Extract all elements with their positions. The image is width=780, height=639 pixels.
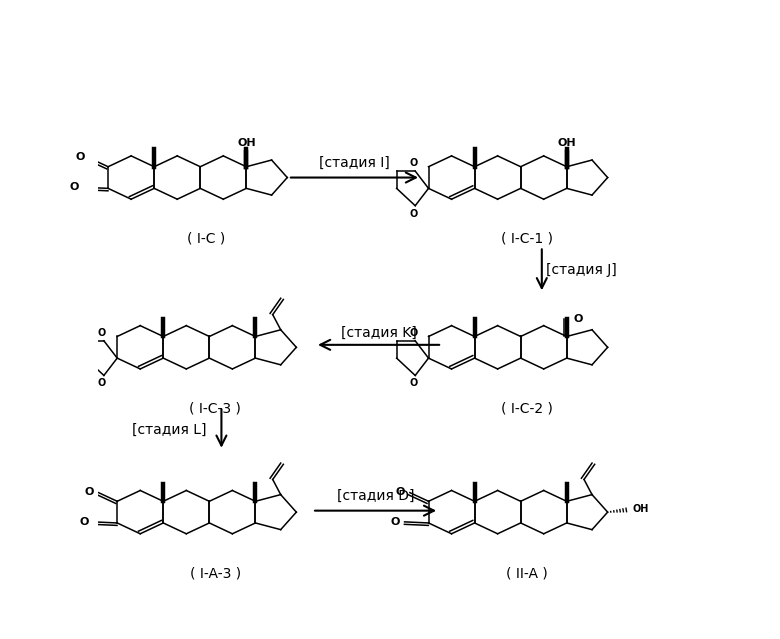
Text: ( I-A-3 ): ( I-A-3 ) — [190, 566, 241, 580]
Text: O: O — [410, 158, 417, 168]
Text: [стадия L]: [стадия L] — [132, 422, 206, 436]
Text: ( I-C-2 ): ( I-C-2 ) — [501, 401, 553, 415]
Text: O: O — [574, 314, 583, 324]
Text: ( I-C ): ( I-C ) — [187, 232, 225, 245]
Text: OH: OH — [237, 137, 256, 148]
Text: [стадия J]: [стадия J] — [546, 263, 616, 277]
Text: O: O — [98, 378, 106, 389]
Text: O: O — [70, 182, 80, 192]
Text: O: O — [410, 328, 417, 338]
Text: O: O — [390, 517, 399, 527]
Text: O: O — [84, 487, 94, 497]
Text: O: O — [79, 517, 88, 527]
Text: OH: OH — [558, 137, 576, 148]
Text: O: O — [98, 328, 106, 338]
Text: [стадия I]: [стадия I] — [319, 156, 390, 170]
Text: O: O — [410, 209, 417, 219]
Text: O: O — [410, 378, 417, 389]
Text: O: O — [395, 487, 405, 497]
Text: O: O — [76, 152, 85, 162]
Text: ( I-C-3 ): ( I-C-3 ) — [190, 401, 241, 415]
Text: [стадия K]: [стадия K] — [341, 325, 417, 339]
Text: OH: OH — [633, 504, 649, 514]
Text: [стадия D]: [стадия D] — [337, 489, 414, 503]
Text: ( I-C-1 ): ( I-C-1 ) — [501, 232, 553, 245]
Text: ( II-A ): ( II-A ) — [505, 566, 548, 580]
